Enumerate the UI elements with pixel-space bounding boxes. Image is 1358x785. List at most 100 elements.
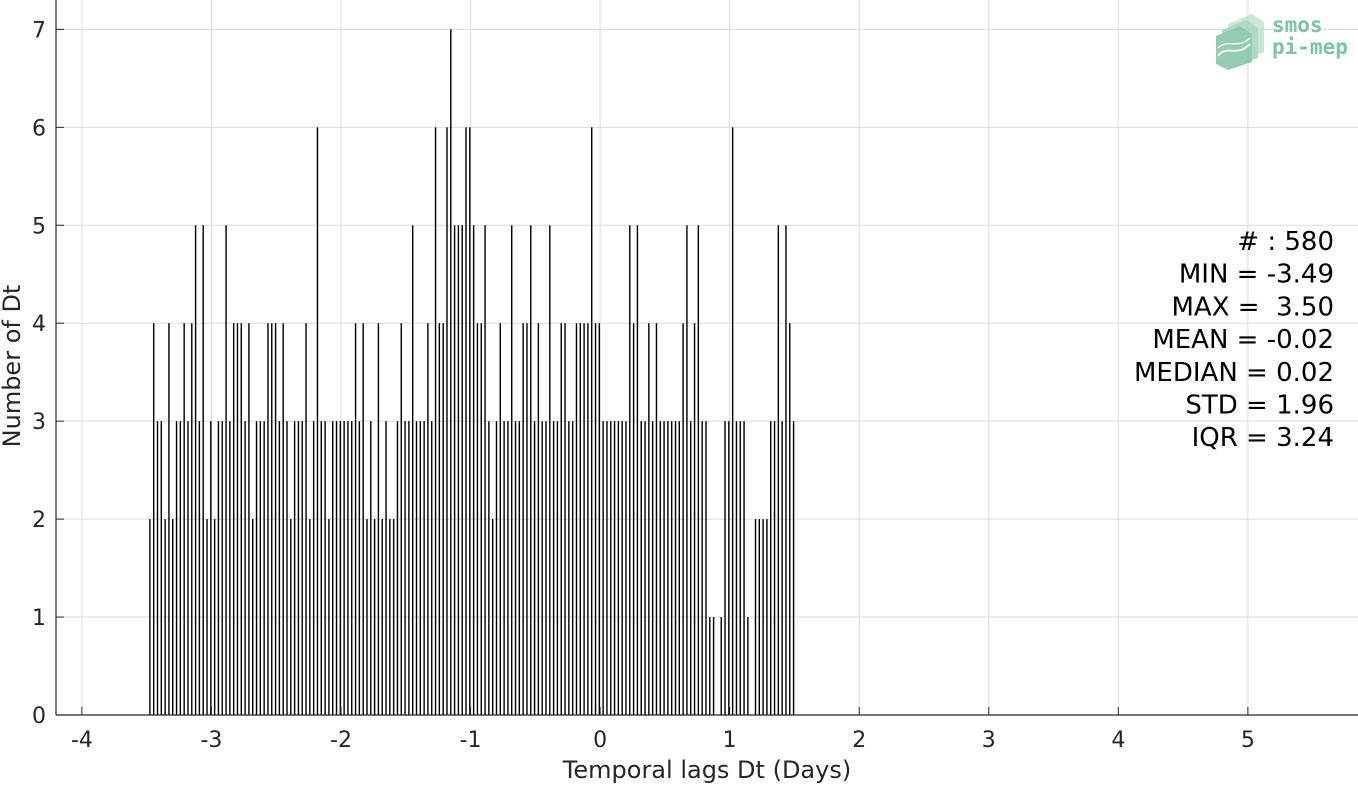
histogram-bar xyxy=(274,323,277,715)
bars-group xyxy=(149,29,795,716)
histogram-bar xyxy=(225,225,227,715)
x-tick-label: -3 xyxy=(200,728,222,753)
histogram-bar xyxy=(785,225,787,715)
histogram-bar xyxy=(248,323,250,715)
histogram-bar xyxy=(431,421,433,715)
histogram-bar xyxy=(343,421,345,715)
stat-line: MEDIAN = 0.02 xyxy=(1134,358,1334,388)
histogram-bar xyxy=(583,323,585,715)
histogram-bar xyxy=(507,421,509,715)
histogram-bar xyxy=(678,421,681,715)
histogram-bar xyxy=(373,519,376,715)
histogram-bar xyxy=(453,225,456,715)
histogram-bar xyxy=(347,421,349,715)
histogram-bar xyxy=(168,323,170,715)
x-tick-label: 0 xyxy=(593,728,607,753)
histogram-bar xyxy=(252,519,254,715)
histogram-bar xyxy=(160,421,163,715)
histogram-bar xyxy=(179,421,182,715)
y-tick-label: 1 xyxy=(32,606,46,631)
histogram-bar xyxy=(747,617,749,715)
histogram-bar xyxy=(297,421,300,715)
histogram-bar xyxy=(259,421,262,715)
histogram-bar xyxy=(762,519,764,715)
histogram-bar xyxy=(602,421,604,715)
stat-line: MAX = 3.50 xyxy=(1172,292,1335,322)
histogram-bar xyxy=(286,421,288,715)
histogram-bar xyxy=(758,519,761,715)
histogram-bar xyxy=(632,323,635,715)
histogram-bar xyxy=(766,519,768,715)
histogram-bar xyxy=(271,323,273,715)
y-tick-label: 0 xyxy=(32,704,46,729)
histogram-bar xyxy=(541,421,543,715)
histogram-bar xyxy=(202,225,204,715)
histogram-bar xyxy=(461,225,463,715)
histogram-bar xyxy=(690,421,692,715)
histogram-bar xyxy=(324,421,326,715)
x-tick-label: 4 xyxy=(1111,728,1125,753)
histogram-bar xyxy=(735,421,738,715)
histogram-bar xyxy=(316,127,319,716)
histogram-bar xyxy=(739,421,741,715)
histogram-bar xyxy=(278,421,281,715)
histogram-bar xyxy=(655,323,658,715)
histogram-bar xyxy=(648,323,650,715)
histogram-bar xyxy=(686,225,688,715)
histogram-bar xyxy=(537,323,540,715)
histogram-bar xyxy=(712,617,715,715)
histogram-bar xyxy=(183,323,185,715)
stat-line: IQR = 3.24 xyxy=(1192,423,1334,453)
stat-line: MIN = -3.49 xyxy=(1179,260,1334,290)
histogram-bar xyxy=(446,127,448,716)
histogram-bar xyxy=(312,421,315,715)
histogram-bar xyxy=(164,519,166,715)
histogram-bar xyxy=(381,519,383,715)
histogram-bar xyxy=(339,421,342,715)
histogram-bar xyxy=(491,519,494,715)
histogram-bar xyxy=(499,323,502,715)
histogram-bar xyxy=(484,225,486,715)
y-tick-label: 5 xyxy=(32,214,46,239)
histogram-bar xyxy=(754,519,757,715)
histogram-bar xyxy=(533,421,536,715)
y-tick-label: 4 xyxy=(32,312,46,337)
histogram-bar xyxy=(240,323,243,715)
histogram-bar xyxy=(187,421,189,715)
plot-area xyxy=(56,0,1358,715)
histogram-bar xyxy=(591,127,593,716)
histogram-bar xyxy=(674,421,677,715)
histogram-bar xyxy=(423,421,425,715)
histogram-bar xyxy=(625,421,627,715)
histogram-bar xyxy=(640,421,642,715)
x-axis-label: Temporal lags Dt (Days) xyxy=(562,756,851,784)
histogram-bar xyxy=(232,323,235,715)
histogram-bar xyxy=(552,421,555,715)
x-tick-label: -1 xyxy=(460,728,482,753)
histogram-bar xyxy=(651,421,654,715)
histogram-bar xyxy=(495,421,498,715)
histogram-bar xyxy=(400,323,402,715)
histogram-bar xyxy=(701,421,703,715)
histogram-bar xyxy=(792,421,795,715)
histogram-bar xyxy=(152,323,155,715)
histogram-bar xyxy=(293,421,296,715)
histogram-bar xyxy=(560,323,562,715)
histogram-bar xyxy=(210,421,212,715)
histogram-bar xyxy=(705,421,707,715)
histogram-bar xyxy=(545,421,547,715)
histogram-bar xyxy=(206,519,208,715)
histogram-bar xyxy=(663,421,665,715)
histogram-bar xyxy=(610,421,612,715)
histogram-bar xyxy=(457,225,460,715)
histogram-bar xyxy=(221,421,223,715)
histogram-bar xyxy=(564,323,566,715)
histogram-bar xyxy=(172,519,174,715)
histogram-bar xyxy=(442,323,444,715)
logo-text-smos: smos xyxy=(1272,13,1323,37)
histogram-bar xyxy=(579,323,581,715)
histogram-bar xyxy=(621,421,623,715)
histogram-bar xyxy=(175,421,178,715)
histogram-bar xyxy=(789,323,791,715)
